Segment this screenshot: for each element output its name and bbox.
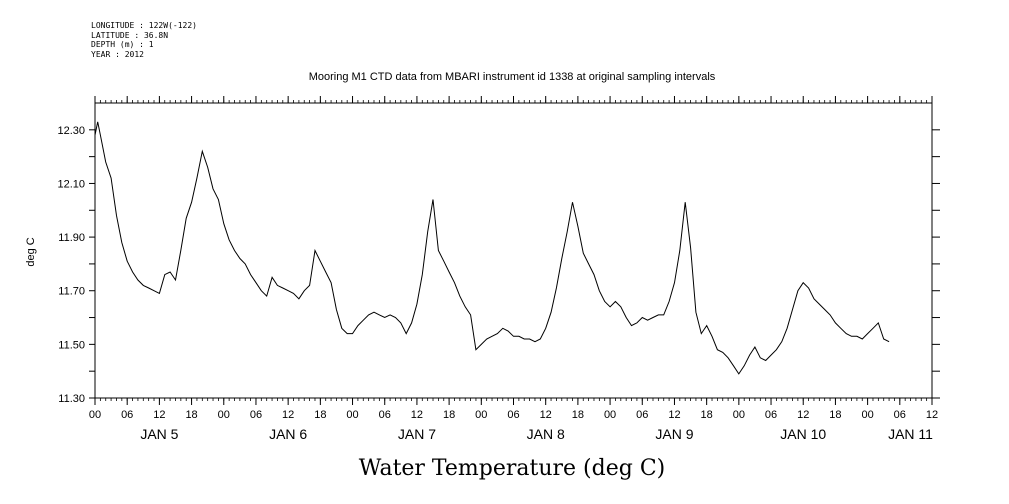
y-tick-label: 11.50 xyxy=(58,339,85,351)
x-tick-label: 06 xyxy=(250,409,262,421)
x-tick-label: 12 xyxy=(668,409,680,421)
x-tick-label: 12 xyxy=(282,409,294,421)
x-tick-label: 12 xyxy=(153,409,165,421)
x-tick-label: 00 xyxy=(604,409,616,421)
x-date-label: JAN 6 xyxy=(269,426,307,442)
y-tick-label: 11.90 xyxy=(58,232,85,244)
depth-label: DEPTH (m) : 1 xyxy=(91,40,154,49)
chart-axes: 00 06 12 18 00 06 12 18 00 06 12 18 00 06 12 18 00 06 12 18… xyxy=(57,96,940,442)
y-tick-label: 11.70 xyxy=(58,286,85,298)
latitude-label: LATITUDE : 36.8N xyxy=(91,30,169,40)
x-tick-label: 00 xyxy=(218,409,230,421)
x-tick-label: 18 xyxy=(443,409,455,421)
x-tick-label: 06 xyxy=(636,409,648,421)
chart-title: Mooring M1 CTD data from MBARI instrumen… xyxy=(309,71,716,83)
year-label: YEAR : 2012 xyxy=(91,49,144,59)
y-tick-label: 11.30 xyxy=(58,393,85,405)
x-axis-title: Water Temperature (deg C) xyxy=(359,456,666,481)
longitude-label: LONGITUDE : 122W(-122) xyxy=(91,21,197,30)
chart-series xyxy=(94,121,890,375)
x-tick-label: 06 xyxy=(894,409,906,421)
x-tick-label: 12 xyxy=(411,409,423,421)
x-tick-label: 12 xyxy=(926,409,938,421)
metadata-block: LONGITUDE : 122W(-122) LATITUDE : 36.8N … xyxy=(91,21,197,59)
x-tick-label: 00 xyxy=(89,409,101,421)
x-date-label: JAN 5 xyxy=(140,426,178,442)
x-tick-label: 18 xyxy=(701,409,713,421)
x-tick-label: 06 xyxy=(121,409,133,421)
x-tick-label: 06 xyxy=(379,409,391,421)
x-date-label: JAN 9 xyxy=(655,426,693,442)
x-tick-label: 18 xyxy=(314,409,326,421)
x-date-label: JAN 8 xyxy=(527,426,565,442)
x-tick-label: 00 xyxy=(475,409,487,421)
y-tick-label: 12.30 xyxy=(57,125,85,137)
x-tick-label: 18 xyxy=(829,409,841,421)
x-tick-label: 18 xyxy=(572,409,584,421)
x-tick-label: 06 xyxy=(765,409,777,421)
plot-frame xyxy=(94,102,933,399)
x-date-label: JAN 7 xyxy=(398,426,436,442)
x-date-label: JAN 11 xyxy=(888,426,933,442)
x-tick-label: 06 xyxy=(507,409,519,421)
x-tick-label: 00 xyxy=(346,409,358,421)
x-tick-label: 00 xyxy=(861,409,873,421)
x-tick-label: 12 xyxy=(540,409,552,421)
x-date-label: JAN 10 xyxy=(780,426,826,442)
x-tick-label: 00 xyxy=(733,409,745,421)
temperature-series-line xyxy=(94,121,890,375)
x-tick-label: 12 xyxy=(797,409,809,421)
y-axis-label: deg C xyxy=(25,237,37,266)
x-tick-label: 18 xyxy=(185,409,197,421)
y-tick-label: 12.10 xyxy=(57,178,85,190)
